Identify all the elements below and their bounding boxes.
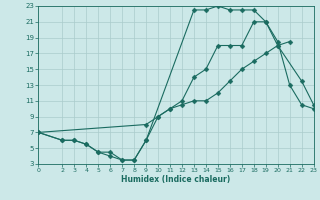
X-axis label: Humidex (Indice chaleur): Humidex (Indice chaleur)	[121, 175, 231, 184]
